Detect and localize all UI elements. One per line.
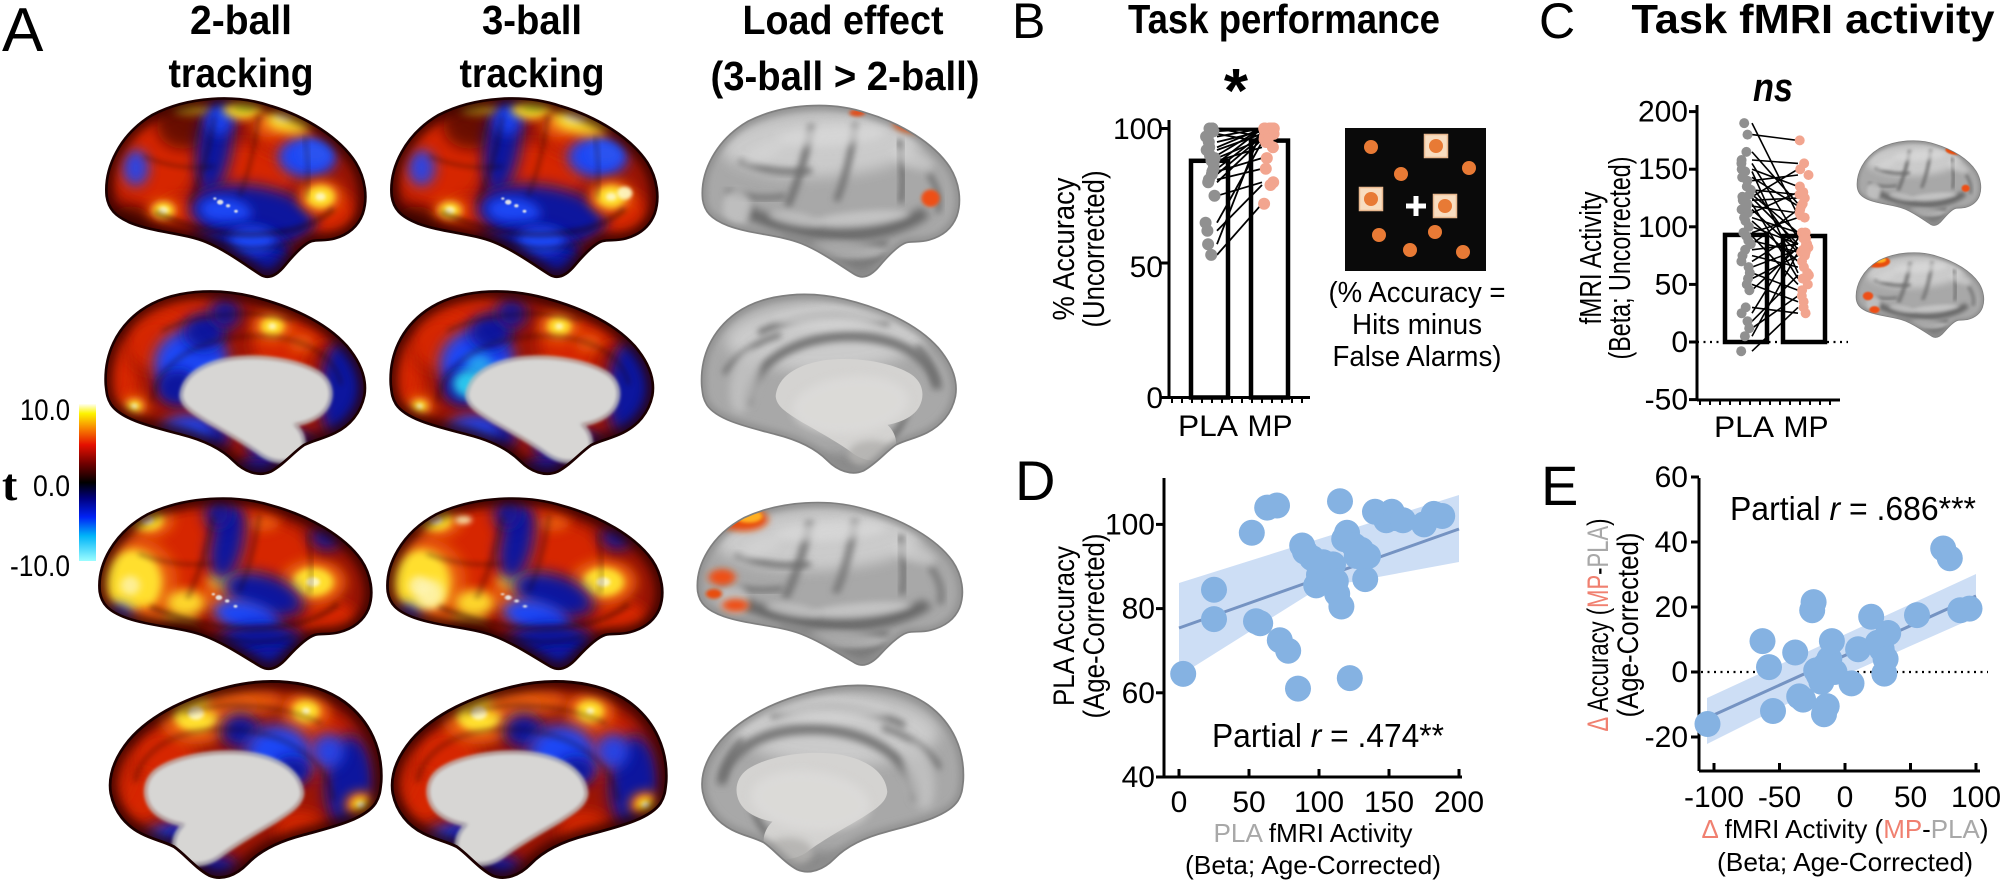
- svg-text:50: 50: [1130, 251, 1163, 284]
- svg-text:200: 200: [1434, 786, 1484, 819]
- svg-text:Hits minus: Hits minus: [1352, 309, 1482, 341]
- svg-text:-50: -50: [1645, 384, 1688, 417]
- svg-text:100: 100: [1113, 113, 1163, 146]
- svg-text:60: 60: [1122, 677, 1155, 710]
- svg-text:t: t: [2, 459, 18, 510]
- svg-text:Load effect: Load effect: [743, 0, 944, 43]
- svg-text:(Uncorrected): (Uncorrected): [1076, 171, 1111, 328]
- svg-text:40: 40: [1122, 761, 1155, 794]
- svg-text:200: 200: [1638, 96, 1688, 129]
- svg-text:tracking: tracking: [169, 50, 314, 96]
- svg-text:D: D: [1015, 449, 1055, 512]
- svg-text:0.0: 0.0: [33, 470, 70, 503]
- svg-text:A: A: [2, 0, 44, 65]
- svg-text:C: C: [1539, 0, 1575, 49]
- svg-text:PLA: PLA: [1178, 410, 1238, 443]
- svg-text:100: 100: [1951, 781, 2000, 814]
- svg-text:3-ball: 3-ball: [482, 0, 582, 43]
- svg-text:MP: MP: [1784, 411, 1829, 444]
- svg-text:B: B: [1012, 0, 1045, 49]
- svg-text:Task fMRI activity: Task fMRI activity: [1632, 0, 1995, 42]
- svg-text:0: 0: [1171, 786, 1188, 819]
- svg-text:0: 0: [1146, 382, 1163, 415]
- svg-text:PLA: PLA: [1714, 411, 1774, 444]
- svg-text:0: 0: [1671, 326, 1688, 359]
- svg-text:(3-ball > 2-ball): (3-ball > 2-ball): [711, 53, 980, 99]
- svg-text:ns: ns: [1753, 66, 1793, 110]
- svg-text:PLA fMRI Activity: PLA fMRI Activity: [1214, 818, 1413, 848]
- svg-text:(% Accuracy =: (% Accuracy =: [1329, 277, 1506, 309]
- svg-text:-50: -50: [1758, 781, 1801, 814]
- svg-text:40: 40: [1655, 526, 1688, 559]
- svg-text:20: 20: [1655, 591, 1688, 624]
- svg-text:*: *: [1224, 57, 1249, 126]
- svg-text:150: 150: [1364, 786, 1414, 819]
- svg-text:60: 60: [1655, 461, 1688, 494]
- svg-text:100: 100: [1638, 211, 1688, 244]
- svg-text:Partial r = .474**: Partial r = .474**: [1212, 717, 1444, 754]
- svg-text:Δ fMRI Activity (MP-PLA): Δ fMRI Activity (MP-PLA): [1701, 814, 1988, 844]
- svg-text:(Beta; Uncorrected): (Beta; Uncorrected): [1602, 157, 1637, 360]
- svg-text:150: 150: [1638, 153, 1688, 186]
- svg-text:(Beta; Age-Corrected): (Beta; Age-Corrected): [1717, 847, 1973, 877]
- svg-text:(Age-Corrected): (Age-Corrected): [1612, 533, 1645, 718]
- svg-text:(Beta; Age-Corrected): (Beta; Age-Corrected): [1185, 850, 1441, 880]
- svg-text:PLA Accuracy: PLA Accuracy: [1048, 546, 1081, 706]
- svg-text:E: E: [1541, 454, 1578, 517]
- svg-text:Δ Accuracy (MP-PLA): Δ Accuracy (MP-PLA): [1582, 519, 1615, 732]
- svg-text:Partial r = .686***: Partial r = .686***: [1730, 490, 1976, 527]
- svg-text:100: 100: [1294, 786, 1344, 819]
- svg-text:(Age-Corrected): (Age-Corrected): [1078, 534, 1111, 719]
- svg-text:fMRI Activity: fMRI Activity: [1573, 191, 1608, 324]
- svg-text:False Alarms): False Alarms): [1333, 341, 1502, 373]
- svg-text:0: 0: [1837, 781, 1854, 814]
- svg-text:Task performance: Task performance: [1128, 0, 1440, 42]
- svg-text:50: 50: [1655, 268, 1688, 301]
- svg-text:10.0: 10.0: [20, 394, 70, 427]
- svg-text:80: 80: [1122, 593, 1155, 626]
- svg-text:tracking: tracking: [460, 50, 605, 96]
- svg-text:0: 0: [1671, 656, 1688, 689]
- svg-text:-10.0: -10.0: [10, 550, 70, 583]
- svg-text:100: 100: [1105, 508, 1155, 541]
- svg-text:50: 50: [1894, 781, 1927, 814]
- svg-text:MP: MP: [1248, 410, 1293, 443]
- svg-text:% Accuracy: % Accuracy: [1046, 177, 1081, 320]
- svg-text:-100: -100: [1684, 781, 1744, 814]
- svg-text:50: 50: [1232, 786, 1265, 819]
- svg-text:-20: -20: [1645, 721, 1688, 754]
- svg-text:2-ball: 2-ball: [190, 0, 292, 43]
